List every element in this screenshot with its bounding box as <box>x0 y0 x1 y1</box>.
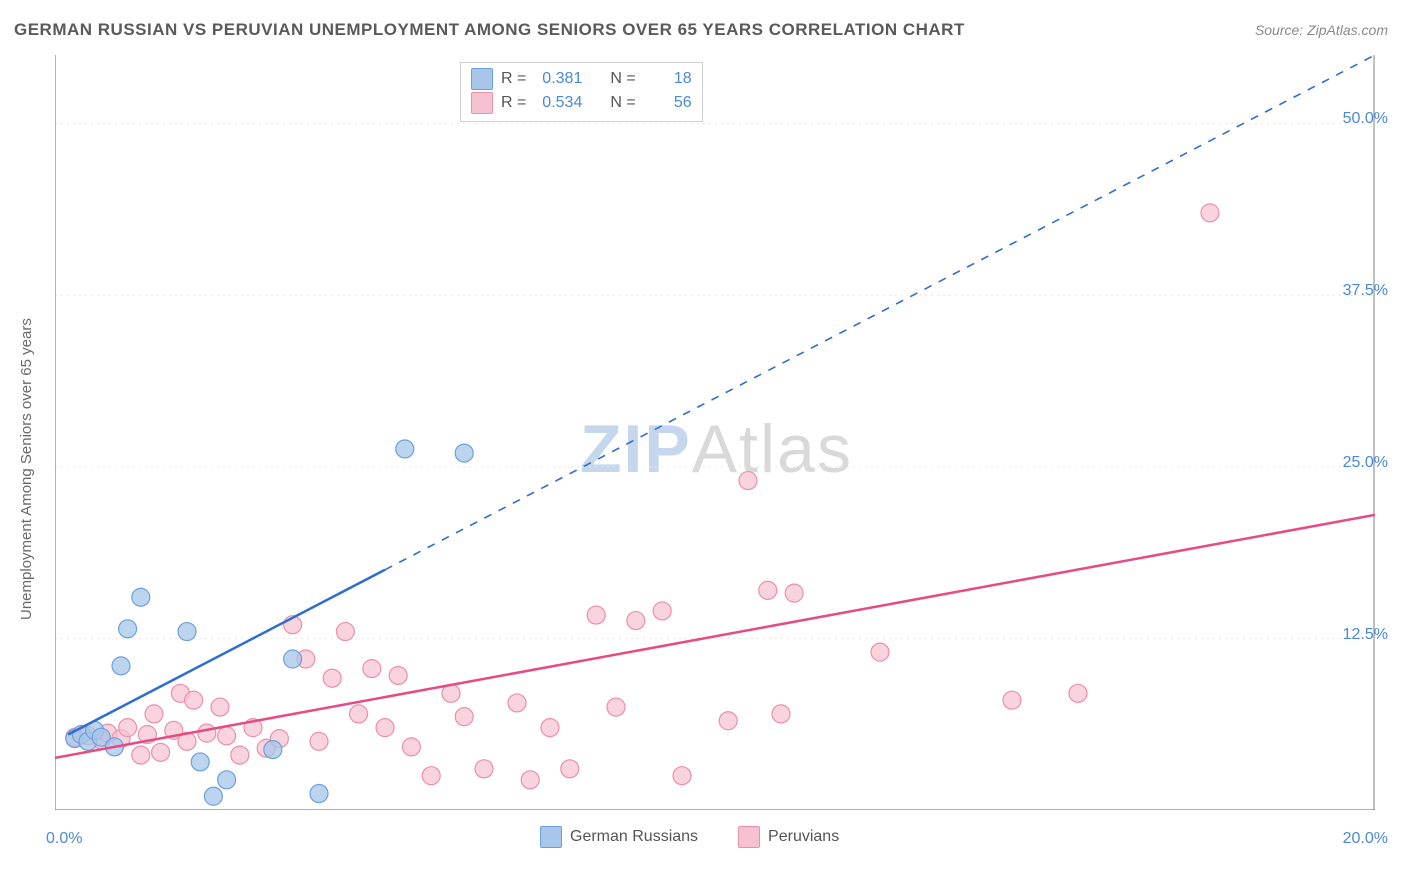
swatch-blue <box>471 68 493 90</box>
n-label: N = <box>610 94 635 112</box>
n-value-pink: 56 <box>644 94 692 112</box>
xtick-label-left: 0.0% <box>46 830 82 848</box>
ytick-label-50: 50.0% <box>1343 110 1388 128</box>
ytick-label-125: 12.5% <box>1343 626 1388 644</box>
r-label: R = <box>501 70 526 88</box>
legend-label-pink: Peruvians <box>768 828 839 846</box>
swatch-blue-icon <box>540 826 562 848</box>
r-label: R = <box>501 94 526 112</box>
r-value-blue: 0.381 <box>534 70 582 88</box>
legend-item-pink: Peruvians <box>738 826 839 848</box>
y-axis-label: Unemployment Among Seniors over 65 years <box>18 318 35 620</box>
legend-row-pink: R = 0.534 N = 56 <box>471 91 692 115</box>
source-label: Source: ZipAtlas.com <box>1255 22 1388 38</box>
r-value-pink: 0.534 <box>534 94 582 112</box>
ytick-label-25: 25.0% <box>1343 454 1388 472</box>
n-label: N = <box>610 70 635 88</box>
correlation-legend: R = 0.381 N = 18 R = 0.534 N = 56 <box>460 62 703 122</box>
ytick-label-375: 37.5% <box>1343 282 1388 300</box>
swatch-pink-icon <box>738 826 760 848</box>
legend-label-blue: German Russians <box>570 828 698 846</box>
n-value-blue: 18 <box>644 70 692 88</box>
legend-item-blue: German Russians <box>540 826 698 848</box>
legend-row-blue: R = 0.381 N = 18 <box>471 67 692 91</box>
scatter-chart <box>55 55 1375 810</box>
swatch-pink <box>471 92 493 114</box>
xtick-label-right: 20.0% <box>1343 830 1388 848</box>
series-legend: German Russians Peruvians <box>540 826 839 848</box>
chart-title: GERMAN RUSSIAN VS PERUVIAN UNEMPLOYMENT … <box>14 20 965 40</box>
